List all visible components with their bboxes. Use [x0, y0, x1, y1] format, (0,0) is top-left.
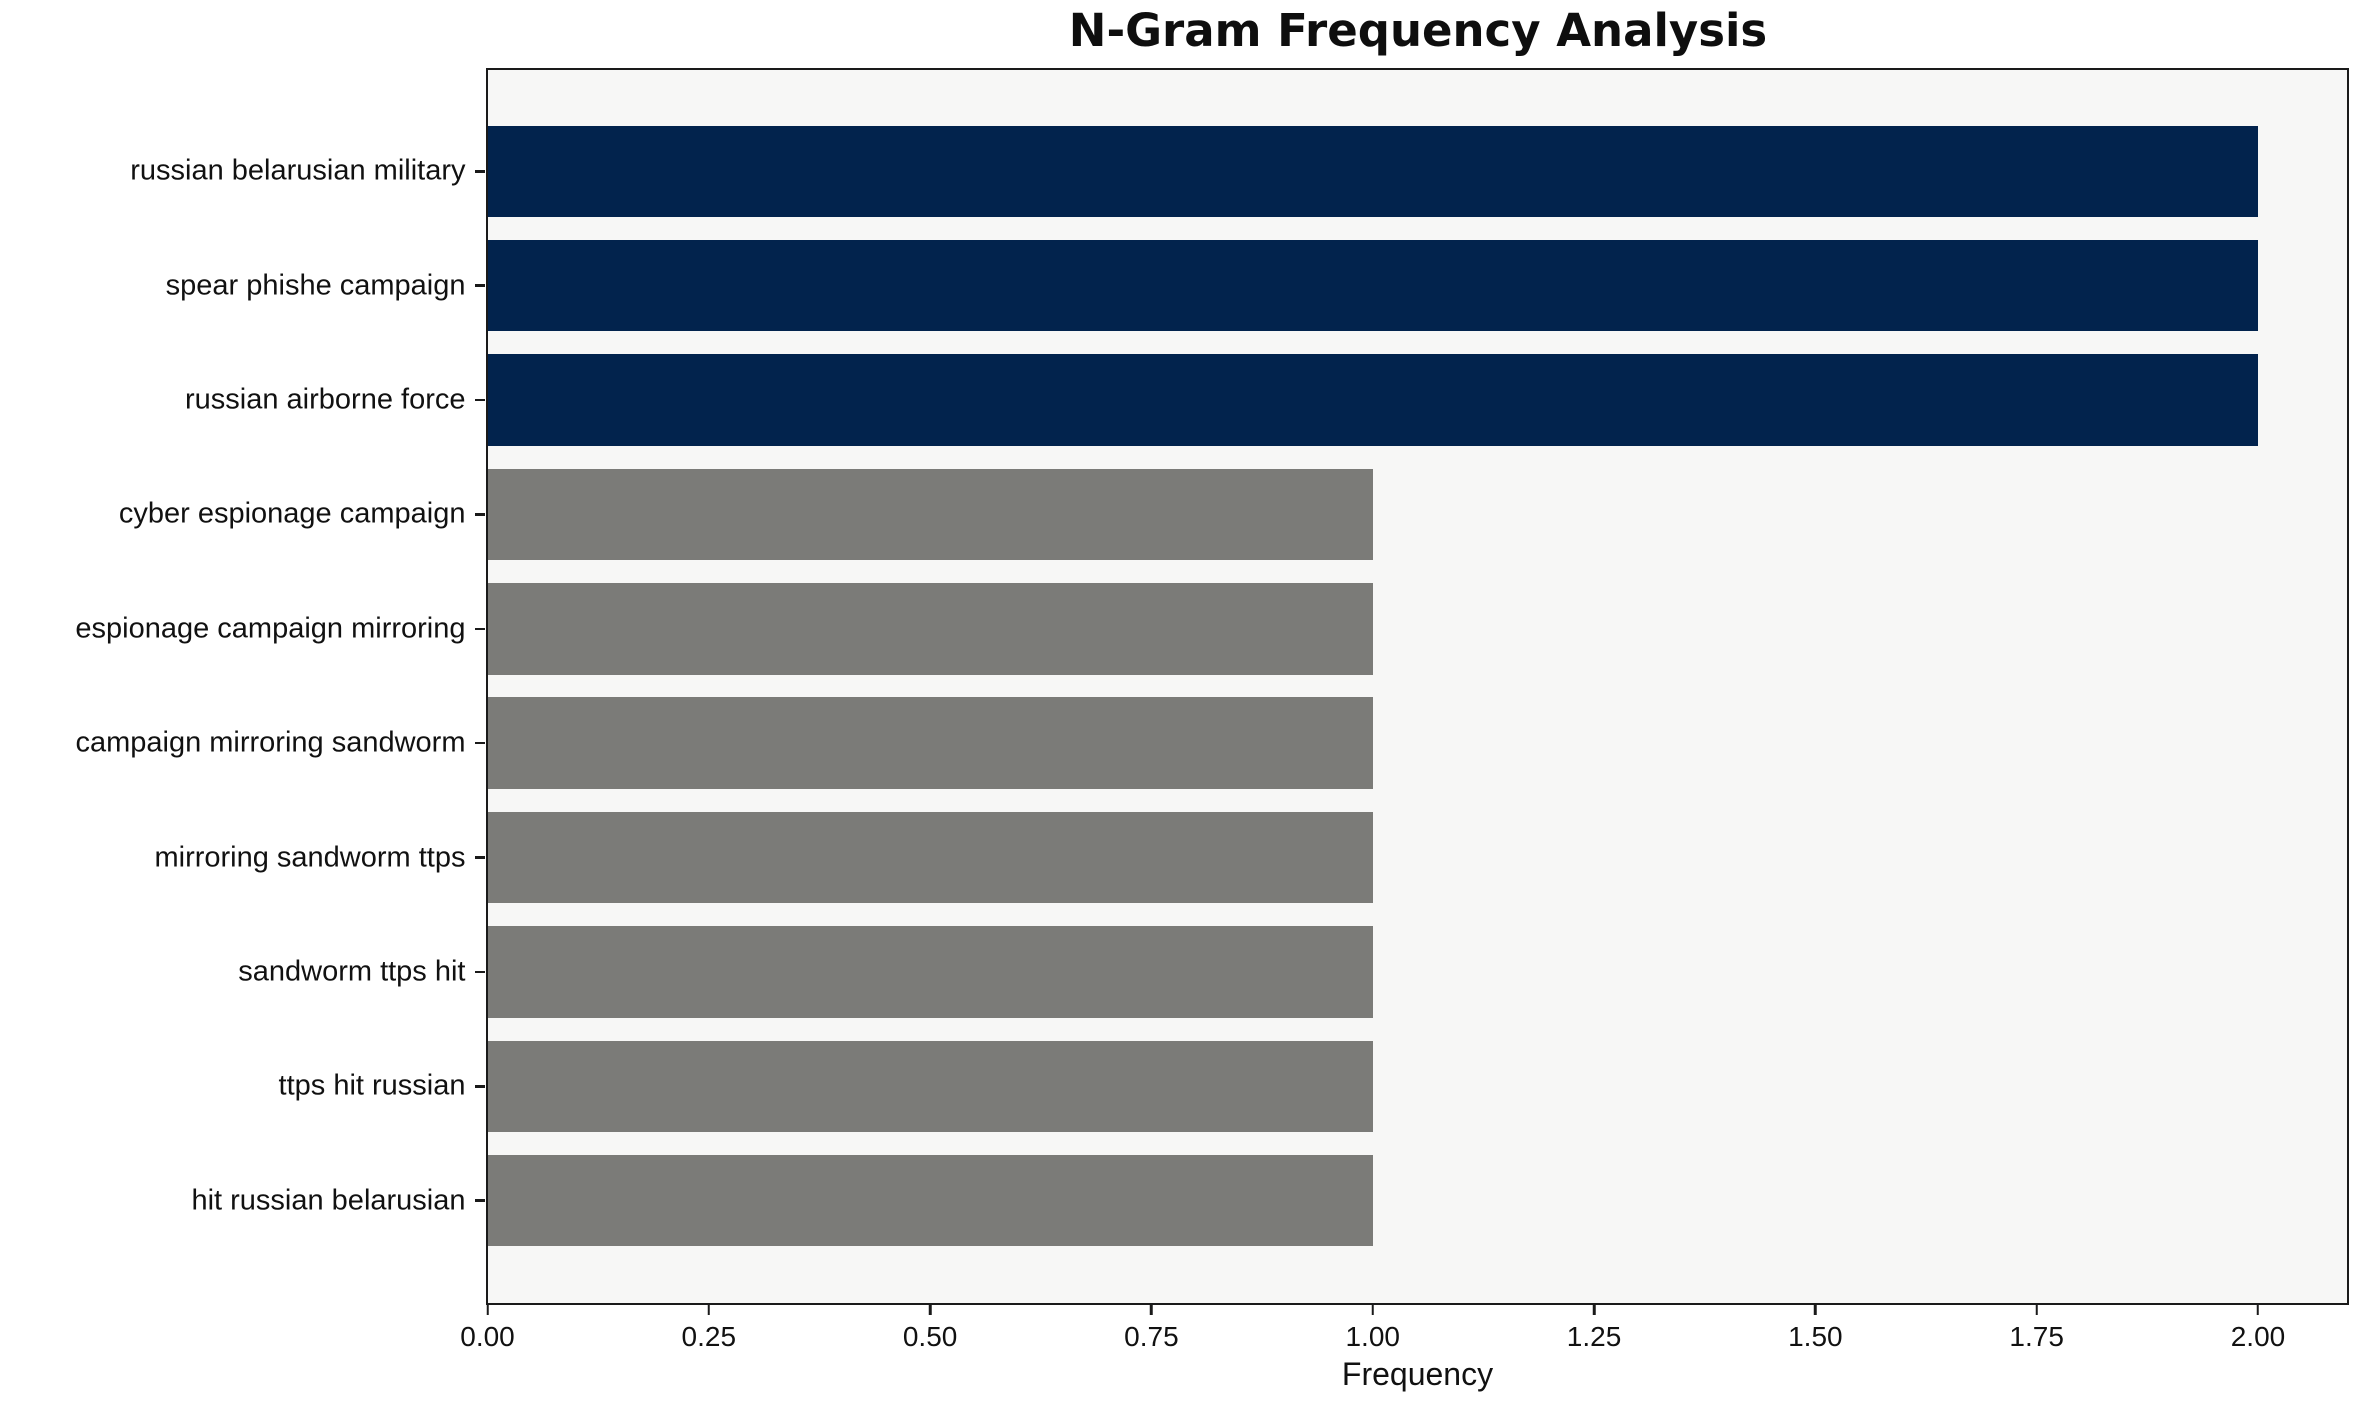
x-tick-label: 1.50 [1788, 1320, 1843, 1352]
bar [487, 697, 1373, 789]
x-tick-mark [486, 1305, 489, 1315]
y-tick-label: campaign mirroring sandworm [75, 726, 466, 759]
bar [487, 239, 2258, 332]
y-tick-label: russian belarusian military [130, 154, 466, 187]
x-tick-label: 0.50 [902, 1320, 958, 1352]
y-tick-mark [475, 284, 485, 287]
x-tick-label: 0.25 [681, 1320, 737, 1352]
bar [487, 125, 2258, 218]
bar [487, 926, 1373, 1018]
x-tick-label: 2.00 [2230, 1320, 2286, 1352]
x-tick-mark [1814, 1305, 1817, 1315]
bar [487, 1040, 1373, 1133]
y-tick-mark [475, 741, 485, 745]
y-tick-mark [475, 513, 485, 516]
x-tick-label: 1.75 [2009, 1320, 2064, 1352]
bar [487, 583, 1373, 675]
x-tick-mark [1371, 1305, 1374, 1315]
y-tick-mark [475, 627, 485, 631]
x-tick-mark [928, 1305, 932, 1315]
y-tick-mark [475, 1085, 485, 1088]
y-tick-label: sandworm ttps hit [238, 955, 466, 988]
y-tick-label: russian airborne force [185, 383, 466, 416]
y-tick-label: espionage campaign mirroring [75, 612, 466, 645]
y-tick-label: ttps hit russian [278, 1069, 466, 1102]
x-tick-label: 1.25 [1566, 1320, 1622, 1352]
x-tick-mark [2035, 1305, 2038, 1315]
y-tick-mark [475, 398, 485, 402]
plot-area: russian belarusian military spear phishe … [75, 67, 2349, 1350]
y-tick-mark [475, 970, 485, 974]
y-tick-mark [475, 170, 485, 173]
bar [487, 468, 1373, 561]
x-tick-mark [1592, 1305, 1596, 1315]
chart-title: N-Gram Frequency Analysis [1068, 4, 1768, 57]
y-tick-mark [475, 856, 485, 859]
bar [487, 1154, 1373, 1247]
y-tick-label: hit russian belarusian [191, 1184, 466, 1217]
x-tick-mark [2256, 1305, 2260, 1315]
x-tick-label: 0.00 [460, 1320, 515, 1352]
y-tick-label: cyber espionage campaign [118, 497, 466, 530]
bar [487, 354, 2258, 446]
x-tick-label: 1.00 [1345, 1320, 1400, 1352]
x-axis-label: Frequency [1341, 1356, 1494, 1392]
y-tick-label: mirroring sandworm ttps [154, 841, 466, 874]
y-tick-label: spear phishe campaign [165, 269, 466, 302]
x-tick-mark [1150, 1305, 1153, 1315]
x-tick-mark [707, 1305, 711, 1315]
y-tick-mark [475, 1199, 485, 1202]
x-tick-label: 0.75 [1124, 1320, 1179, 1352]
bar [487, 811, 1373, 904]
